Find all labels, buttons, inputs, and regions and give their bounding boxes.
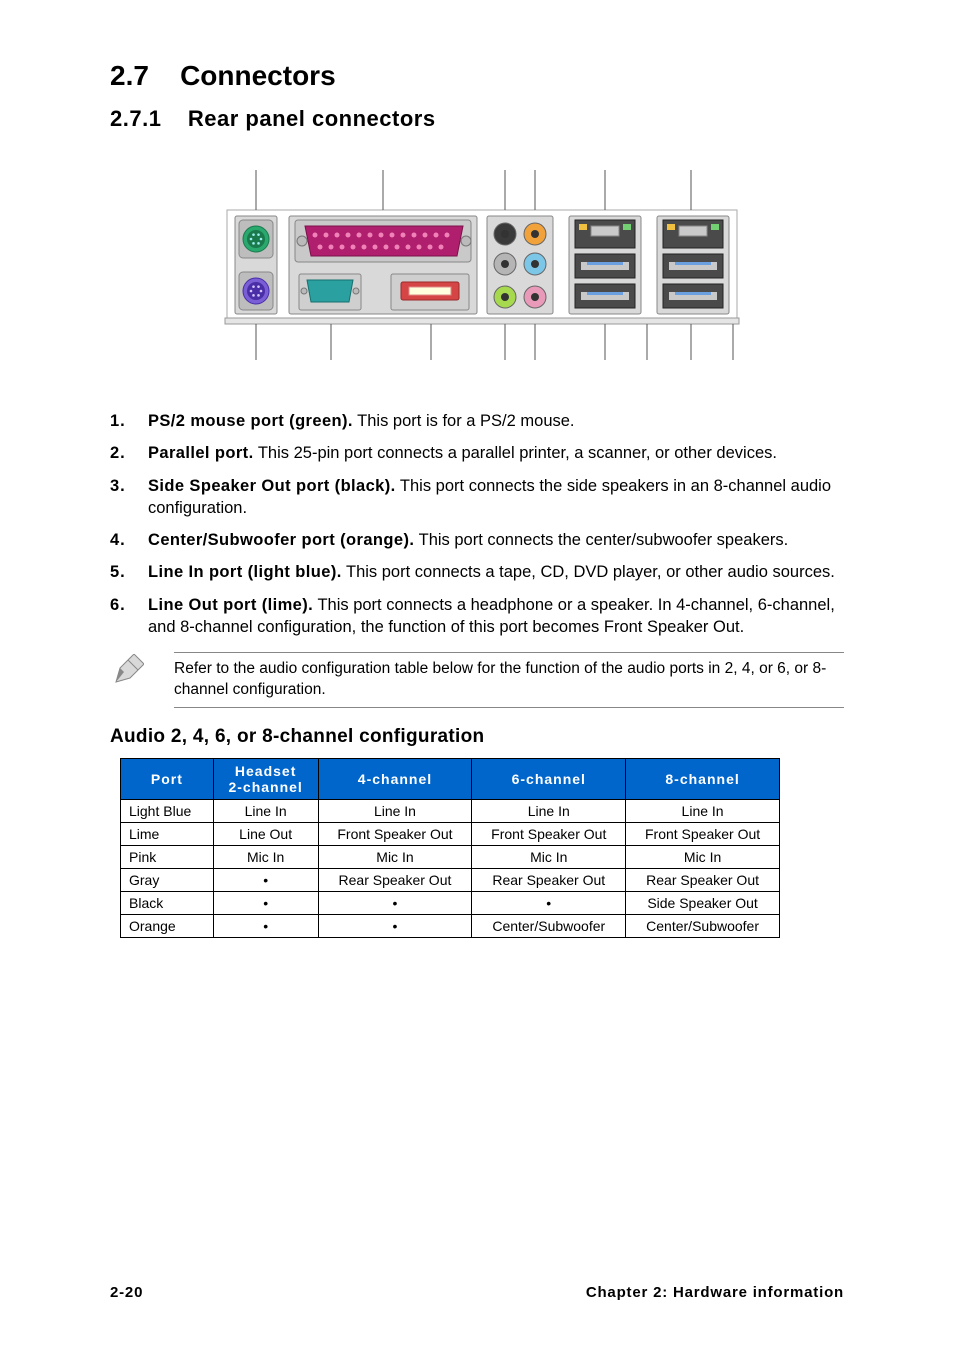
list-item-content: Parallel port. This 25-pin port connects… xyxy=(148,442,844,464)
list-item-number: 4. xyxy=(110,529,148,551)
port-list-item: 4.Center/Subwoofer port (orange). This p… xyxy=(110,529,844,551)
list-item-lead: Center/Subwoofer port (orange). xyxy=(148,531,414,549)
table-heading: Audio 2, 4, 6, or 8-channel configuratio… xyxy=(110,726,844,748)
page-footer: 2-20 Chapter 2: Hardware information xyxy=(110,1284,844,1301)
list-item-content: Line In port (light blue). This port con… xyxy=(148,561,844,583)
pencil-note-icon xyxy=(110,652,174,693)
port-list-item: 6.Line Out port (lime). This port connec… xyxy=(110,594,844,639)
table-cell: Line In xyxy=(213,800,318,823)
table-row: LimeLine OutFront Speaker OutFront Speak… xyxy=(121,823,780,846)
table-cell: • xyxy=(213,869,318,892)
list-item-lead: Line Out port (lime). xyxy=(148,596,313,614)
table-cell: Rear Speaker Out xyxy=(318,869,472,892)
table-cell: Orange xyxy=(121,915,214,938)
port-list-item: 5.Line In port (light blue). This port c… xyxy=(110,561,844,583)
section-title: Connectors xyxy=(180,60,336,91)
table-header-cell: 6-channel xyxy=(472,758,626,799)
list-item-content: Line Out port (lime). This port connects… xyxy=(148,594,844,639)
list-item-number: 1. xyxy=(110,410,148,432)
list-item-number: 2. xyxy=(110,442,148,464)
table-cell: Gray xyxy=(121,869,214,892)
table-cell: Front Speaker Out xyxy=(318,823,472,846)
table-row: Gray•Rear Speaker OutRear Speaker OutRea… xyxy=(121,869,780,892)
table-cell: Line In xyxy=(472,800,626,823)
table-cell: Mic In xyxy=(213,846,318,869)
table-row: PinkMic InMic InMic InMic In xyxy=(121,846,780,869)
list-item-rest: This port connects a tape, CD, DVD playe… xyxy=(342,563,835,581)
table-header-cell: Port xyxy=(121,758,214,799)
table-cell: • xyxy=(213,915,318,938)
chapter-label: Chapter 2: Hardware information xyxy=(586,1284,844,1301)
subsection-number: 2.7.1 xyxy=(110,106,161,131)
list-item-rest: This port is for a PS/2 mouse. xyxy=(353,412,575,430)
port-description-list: 1.PS/2 mouse port (green). This port is … xyxy=(110,410,844,638)
note-block: Refer to the audio configuration table b… xyxy=(110,652,844,708)
list-item-lead: Parallel port. xyxy=(148,444,254,462)
table-cell: Pink xyxy=(121,846,214,869)
list-item-lead: PS/2 mouse port (green). xyxy=(148,412,353,430)
table-cell: Center/Subwoofer xyxy=(472,915,626,938)
list-item-rest: This port connects the center/subwoofer … xyxy=(414,531,788,549)
list-item-content: Center/Subwoofer port (orange). This por… xyxy=(148,529,844,551)
subsection-heading: 2.7.1 Rear panel connectors xyxy=(110,106,844,132)
list-item-number: 3. xyxy=(110,475,148,520)
table-row: Orange••Center/SubwooferCenter/Subwoofer xyxy=(121,915,780,938)
section-heading: 2.7 Connectors xyxy=(110,60,844,92)
table-cell: • xyxy=(318,892,472,915)
page-number: 2-20 xyxy=(110,1284,143,1301)
list-item-number: 5. xyxy=(110,561,148,583)
section-number: 2.7 xyxy=(110,60,149,91)
table-row: Black•••Side Speaker Out xyxy=(121,892,780,915)
table-cell: Line In xyxy=(318,800,472,823)
table-cell: • xyxy=(213,892,318,915)
table-cell: • xyxy=(472,892,626,915)
list-item-content: PS/2 mouse port (green). This port is fo… xyxy=(148,410,844,432)
table-cell: Lime xyxy=(121,823,214,846)
subsection-title: Rear panel connectors xyxy=(188,106,436,131)
list-item-lead: Side Speaker Out port (black). xyxy=(148,477,396,495)
table-cell: Side Speaker Out xyxy=(626,892,780,915)
note-text: Refer to the audio configuration table b… xyxy=(174,652,844,708)
table-cell: Black xyxy=(121,892,214,915)
table-cell: Front Speaker Out xyxy=(626,823,780,846)
table-cell: Line In xyxy=(626,800,780,823)
audio-config-table: PortHeadset2-channel4-channel6-channel8-… xyxy=(120,758,780,938)
port-list-item: 1.PS/2 mouse port (green). This port is … xyxy=(110,410,844,432)
table-header-cell: 4-channel xyxy=(318,758,472,799)
table-cell: Center/Subwoofer xyxy=(626,915,780,938)
table-cell: Mic In xyxy=(626,846,780,869)
table-header-cell: Headset2-channel xyxy=(213,758,318,799)
rear-panel-diagram xyxy=(187,150,767,370)
port-list-item: 3.Side Speaker Out port (black). This po… xyxy=(110,475,844,520)
list-item-content: Side Speaker Out port (black). This port… xyxy=(148,475,844,520)
table-cell: Rear Speaker Out xyxy=(472,869,626,892)
table-header-cell: 8-channel xyxy=(626,758,780,799)
table-cell: Mic In xyxy=(472,846,626,869)
table-row: Light BlueLine InLine InLine InLine In xyxy=(121,800,780,823)
table-cell: Line Out xyxy=(213,823,318,846)
list-item-rest: This 25-pin port connects a parallel pri… xyxy=(254,444,777,462)
table-cell: Mic In xyxy=(318,846,472,869)
list-item-number: 6. xyxy=(110,594,148,639)
table-cell: • xyxy=(318,915,472,938)
table-cell: Front Speaker Out xyxy=(472,823,626,846)
table-cell: Rear Speaker Out xyxy=(626,869,780,892)
port-list-item: 2.Parallel port. This 25-pin port connec… xyxy=(110,442,844,464)
list-item-lead: Line In port (light blue). xyxy=(148,563,342,581)
table-cell: Light Blue xyxy=(121,800,214,823)
